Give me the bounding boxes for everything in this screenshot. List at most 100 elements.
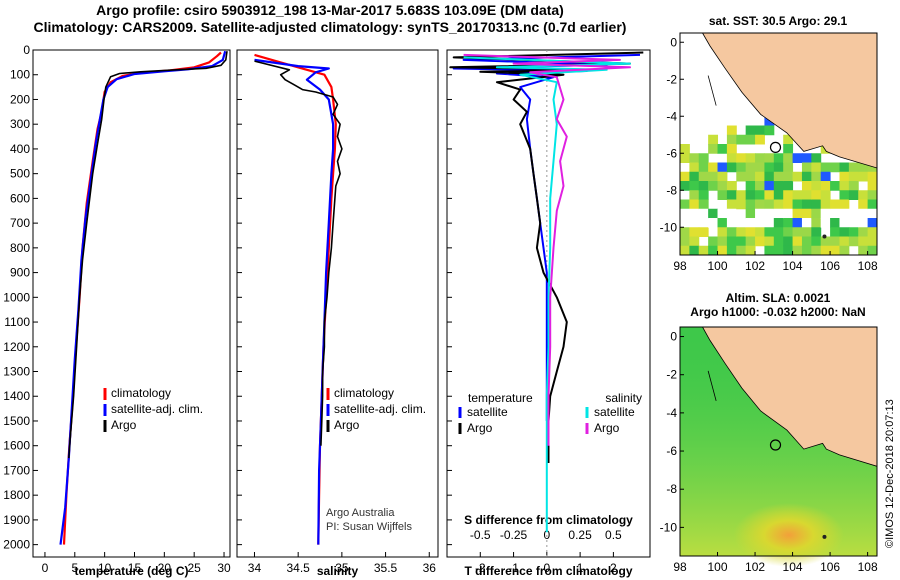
sst-cell [736,153,747,163]
sst-cell [745,162,756,173]
sst-cell [755,125,765,136]
legend-label: Argo [334,418,360,432]
sst-cell [698,199,709,210]
legend-label: Argo [467,421,493,435]
sst-cell [736,162,747,173]
sst-cell [736,199,747,210]
legend-label: satellite-adj. clim. [111,402,203,416]
sst-cell [773,236,784,247]
sst-cell [801,153,812,163]
legend-label: climatology [111,386,171,400]
x-tick-label: 2 [610,561,617,575]
sst-cell [858,199,869,210]
sst-cell [764,190,775,200]
sst-cell [792,208,803,219]
sst-cell [726,199,737,210]
x-axis-label: T difference from climatology [464,564,632,578]
sst-cell [726,190,737,200]
x-tick-label: -2 [475,561,486,575]
sst-cell [867,208,878,219]
x-tick-label: 100 [708,259,728,273]
x-tick-label: 98 [673,259,687,273]
y-tick-label: 600 [10,191,30,205]
legend-title: salinity [605,391,642,405]
x-tick-label: 36 [423,561,437,575]
sst-cell [745,190,756,200]
sst-cell [867,171,878,182]
sst-cell [839,190,850,200]
sst-cell [745,153,756,163]
sst-cell [792,190,803,200]
sst-cell [736,245,747,256]
sst-cell [708,162,719,173]
sst-cell [708,181,719,191]
legend-label: satellite-adj. clim. [334,402,426,416]
sst-cell [773,162,784,173]
sst-cell [689,190,700,200]
sst-cell [801,181,812,191]
sst-cell [717,181,728,191]
sst-cell [708,171,719,182]
sst-cell [708,134,719,145]
sst-cell [783,153,794,163]
sst-cell [801,245,812,256]
argo-position-marker [769,439,782,451]
sst-cell [811,153,822,163]
sst-cell [680,144,690,154]
sst-cell [755,218,765,228]
sst-cell [764,218,775,228]
sst-cell [811,181,822,191]
sst-cell [736,190,747,200]
sst-cell [811,190,822,200]
x-tick-label: 20 [158,561,172,575]
sst-cell [689,245,700,256]
sst-cell [680,245,690,256]
x-tick-label: 5 [71,561,78,575]
sst-cell [820,190,831,200]
title-line-2: Climatology: CARS2009. Satellite-adjuste… [33,19,627,35]
y-tick-label: 1700 [3,463,30,477]
sst-cell [708,144,719,154]
island-outline [707,75,717,106]
sst-cell [698,227,709,237]
s-tick-label: 0.25 [568,528,592,542]
sst-cell [745,218,756,228]
series-line-climatology [62,51,222,545]
pi-annotation: Argo Australia [326,507,395,519]
sst-cell [801,171,812,182]
legend-label: Argo [594,421,620,435]
salinity-frame [236,49,439,558]
y-tick-label: -10 [660,520,678,534]
x-axis-label: temperature (deg C) [74,564,188,578]
sst-cell [839,245,850,256]
y-tick-label: 100 [10,68,30,82]
y-tick-label: -8 [666,482,677,496]
sst-cell [736,227,747,237]
sst-cell [680,208,690,219]
sst-cell [839,218,850,228]
sst-cell [839,227,850,237]
sst-cell [773,181,784,191]
sst-cell [820,208,831,219]
sst-cell [726,125,737,136]
legend-label: satellite [594,405,635,419]
sst-cell [689,236,700,247]
sst-cell [830,245,840,256]
sst-cell [764,162,775,173]
sst-cell [689,218,700,228]
sst-cell [764,181,775,191]
y-tick-label: 2000 [3,538,30,552]
sst-cell [689,227,700,237]
legend-title: temperature [468,391,533,405]
sst-cell [726,181,737,191]
sst-cell [736,236,747,247]
x-tick-label: 102 [745,560,765,574]
sst-cell [867,236,878,247]
sst-cell [726,245,737,256]
y-tick-label: -6 [666,444,677,458]
sst-cell [848,171,859,182]
sst-cell [680,227,690,237]
x-tick-label: 34.5 [286,561,310,575]
sst-cell [726,227,737,237]
sst-cell [773,153,784,163]
